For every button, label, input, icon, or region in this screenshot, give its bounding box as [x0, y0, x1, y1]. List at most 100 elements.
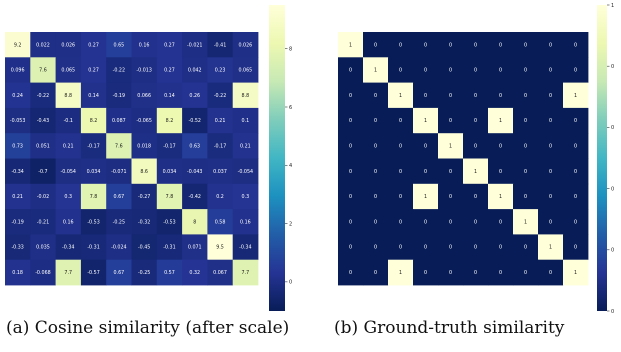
heatmap-cell-label: 0.034 [163, 169, 177, 175]
heatmap-cell [563, 32, 589, 58]
heatmap-cell [55, 183, 82, 210]
heatmap-cell-label: 1 [449, 144, 452, 150]
heatmap-cell [80, 234, 107, 261]
heatmap-cell [232, 107, 259, 134]
colorbar-tick-label: 4 [289, 163, 292, 169]
heatmap-cell [463, 209, 489, 235]
heatmap-cell-label: -0.43 [37, 118, 49, 124]
heatmap-cell [563, 209, 589, 235]
heatmap-cell [488, 259, 514, 286]
heatmap-cell-label: 0.16 [240, 219, 251, 225]
heatmap-cell-label: 0 [474, 245, 477, 251]
heatmap-cell-label: 0 [474, 194, 477, 200]
heatmap-cell-label: 0 [499, 68, 502, 74]
heatmap-cell [131, 234, 158, 261]
heatmap-cell-label: 0.022 [36, 42, 50, 48]
heatmap-cell [438, 209, 464, 235]
heatmap-cell [563, 234, 589, 261]
heatmap-cell [80, 32, 107, 58]
heatmap-cell-label: 0 [549, 270, 552, 276]
heatmap-cell-label: -0.34 [11, 169, 23, 175]
heatmap-cell [5, 234, 31, 261]
heatmap-cell [338, 57, 364, 83]
heatmap-cell [413, 32, 439, 58]
heatmap-cell [488, 158, 514, 185]
heatmap-cell [131, 209, 158, 235]
heatmap-cell [182, 57, 208, 83]
heatmap-cell-label: 0.67 [114, 270, 125, 276]
heatmap-cell-label: 0.1 [242, 118, 250, 124]
heatmap-cell [488, 82, 514, 109]
heatmap-cell-label: 0 [574, 169, 577, 175]
heatmap-cell-label: 0.18 [12, 270, 23, 276]
heatmap-cell [30, 234, 56, 261]
heatmap-cell [363, 183, 389, 210]
heatmap-cell-label: -0.33 [11, 245, 23, 251]
heatmap-cell [232, 82, 259, 109]
heatmap-cell-label: 0 [374, 219, 377, 225]
heatmap-cell [513, 259, 539, 286]
heatmap-cell [5, 133, 31, 159]
heatmap-cell-label: 1 [374, 68, 377, 74]
heatmap-cell [106, 82, 132, 109]
colorbar-tick-label: 0 [611, 186, 614, 192]
heatmap-cell [538, 107, 564, 134]
heatmap-cell-label: -0.17 [87, 144, 99, 150]
heatmap-cell [55, 32, 82, 58]
heatmap-cell [106, 234, 132, 261]
heatmap-cell-label: -0.34 [239, 245, 251, 251]
heatmap-cell [80, 183, 107, 210]
heatmap-cell-label: 0 [549, 42, 552, 48]
heatmap-cell-label: 1 [499, 194, 502, 200]
heatmap-cell [513, 183, 539, 210]
heatmap-cell-label: 0 [349, 93, 352, 99]
heatmap-cell-label: 0 [399, 68, 402, 74]
heatmap-cell-label: 8.2 [166, 118, 174, 124]
heatmap-cell [207, 158, 234, 185]
heatmap-cell [388, 32, 414, 58]
heatmap-cell-label: -0.52 [189, 118, 201, 124]
heatmap-cell [538, 234, 564, 261]
heatmap-cell [30, 158, 56, 185]
heatmap-cell-label: -0.22 [37, 93, 49, 99]
heatmap-cell [55, 133, 82, 159]
heatmap-cell [413, 234, 439, 261]
colorbar-tick-label: 0 [611, 248, 614, 254]
heatmap-cell-label: 0 [349, 219, 352, 225]
heatmap-cell [182, 82, 208, 109]
heatmap-cell-label: -0.22 [113, 68, 125, 74]
heatmap-cell [5, 57, 31, 83]
heatmap-cell-label: 0 [574, 118, 577, 124]
heatmap-cell-label: 0.026 [61, 42, 75, 48]
heatmap-cell-label: 1 [549, 245, 552, 251]
heatmap-cell-label: 0.63 [189, 144, 200, 150]
heatmap-cell [156, 183, 183, 210]
heatmap-cell [106, 183, 132, 210]
heatmap-cell-label: -0.41 [214, 42, 226, 48]
heatmap-cell-label: 0 [574, 68, 577, 74]
heatmap-cell [488, 107, 514, 134]
heatmap-cell [55, 107, 82, 134]
heatmap-cell [156, 82, 183, 109]
heatmap-cell-label: 0.3 [64, 194, 72, 200]
heatmap-cell [438, 82, 464, 109]
heatmap-cell-label: -0.42 [189, 194, 201, 200]
heatmap-cell [232, 133, 259, 159]
heatmap-cell-label: 0 [499, 144, 502, 150]
heatmap-cell [55, 158, 82, 185]
heatmap-cell [30, 107, 56, 134]
heatmap-cell-label: 7.7 [242, 270, 250, 276]
heatmap-cell-label: 0.034 [87, 169, 101, 175]
heatmap-cell [55, 234, 82, 261]
heatmap-cell-label: 0 [549, 144, 552, 150]
heatmap-cell [463, 107, 489, 134]
heatmap-cell [463, 133, 489, 159]
heatmap-cell-label: 0 [399, 42, 402, 48]
caption-ground-truth-similarity: (b) Ground-truth similarity [334, 318, 565, 338]
heatmap-cell-label: 0.58 [215, 219, 226, 225]
heatmap-cell-label: 0.16 [139, 42, 150, 48]
heatmap-cell-label: 0 [524, 245, 527, 251]
heatmap-cell-label: 0.27 [164, 68, 175, 74]
heatmap-cell [388, 82, 414, 109]
heatmap-cell-label: 0 [574, 245, 577, 251]
